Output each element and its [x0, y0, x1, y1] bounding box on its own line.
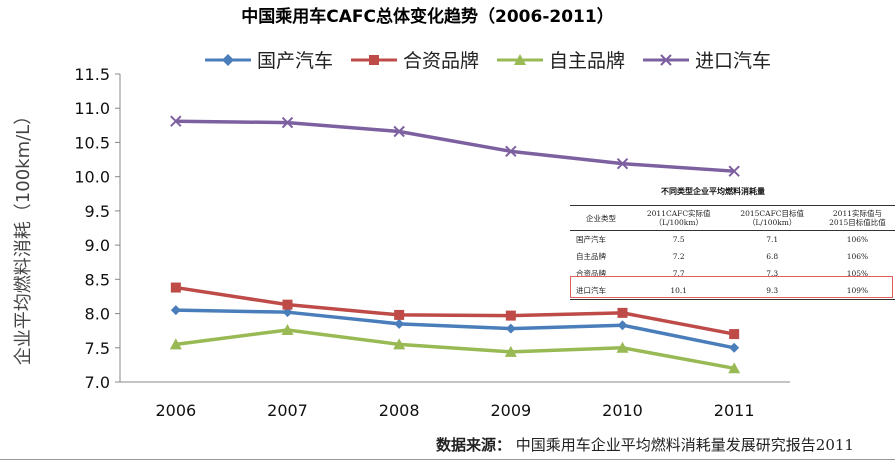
data-point — [169, 338, 182, 350]
y-tick-label: 7.5 — [85, 339, 110, 358]
inset-table: 企业类型 2011CAFC实际值（L/100km） 2015CAFC目标值（L/… — [570, 205, 895, 300]
inset-header: 2015CAFC目标值（L/100km） — [725, 205, 819, 231]
inset-cell: 7.1 — [766, 235, 779, 244]
inset-cell: 106% — [846, 252, 869, 261]
data-point — [728, 165, 740, 177]
data-point — [504, 345, 517, 357]
highlight-box — [570, 276, 893, 298]
inset-cell: 7.3 — [766, 269, 779, 278]
data-point — [394, 309, 405, 320]
data-point — [170, 305, 181, 316]
y-tick-label: 10.5 — [74, 133, 110, 152]
data-point — [729, 329, 740, 340]
data-point — [617, 307, 628, 318]
y-tick-label: 11.5 — [74, 65, 110, 84]
inset-cell: 10.1 — [632, 282, 726, 300]
bottom-divider — [0, 459, 895, 460]
chart-title: 中国乘用车CAFC总体变化趋势（2006-2011） — [241, 7, 614, 27]
inset-header: 企业类型 — [570, 205, 632, 231]
x-tick-label: 2011 — [714, 401, 755, 420]
source-text: 中国乘用车企业平均燃料消耗量发展研究报告2011 — [515, 436, 854, 454]
inset-cell: 6.8 — [766, 252, 779, 261]
data-point — [616, 157, 629, 170]
data-point — [170, 282, 181, 293]
series-line — [175, 119, 735, 173]
inset-cell: 合资品牌 — [576, 269, 606, 278]
legend-marker-triangle — [497, 53, 544, 65]
inset-cell: 105% — [846, 269, 869, 278]
legend-marker-x — [643, 53, 690, 66]
series-line — [175, 285, 735, 336]
table-row: 合资品牌 7.7 7.3 105% — [570, 265, 895, 282]
data-source: 数据来源： 中国乘用车企业平均燃料消耗量发展研究报告2011 — [436, 434, 854, 455]
inset-cell: 9.3 — [725, 282, 819, 300]
x-tick-label: 2009 — [490, 401, 531, 420]
y-tick-label: 10.0 — [74, 168, 110, 187]
legend-label: 国产汽车 — [257, 50, 334, 72]
data-point — [617, 320, 628, 331]
data-point — [282, 299, 293, 310]
legend-marker-diamond — [205, 53, 251, 66]
series-line — [175, 328, 735, 371]
y-tick-label: 8.0 — [85, 305, 110, 324]
data-point — [282, 307, 293, 318]
data-point — [616, 341, 629, 353]
inset-cell: 7.2 — [672, 252, 685, 261]
series-line — [175, 308, 735, 350]
inset-cell: 7.5 — [672, 235, 685, 244]
legend-item-domestic: 国产汽车 — [205, 46, 333, 73]
x-tick-label: 2010 — [602, 401, 643, 420]
y-tick-label: 9.0 — [85, 236, 110, 255]
inset-cell: 进口汽车 — [570, 282, 632, 300]
legend-marker-square — [351, 54, 398, 65]
inset-cell: 106% — [846, 235, 869, 244]
legend-item-import: 进口汽车 — [643, 46, 771, 73]
y-tick-label: 8.5 — [85, 270, 110, 289]
data-point — [281, 323, 294, 335]
data-point — [505, 145, 517, 158]
inset-table-panel: 不同类型企业平均燃料消耗量 企业类型 2011CAFC实际值（L/100km） … — [570, 186, 895, 300]
y-tick-label: 9.5 — [85, 202, 110, 221]
table-row: 进口汽车 10.1 9.3 109% — [570, 282, 895, 300]
inset-cell: 国产汽车 — [576, 235, 606, 244]
legend: 国产汽车 合资品牌 自主品牌 进口汽车 — [205, 46, 771, 73]
legend-item-independent: 自主品牌 — [497, 46, 625, 73]
x-tick-label: 2007 — [267, 401, 308, 420]
data-point — [729, 342, 740, 353]
inset-cell: 自主品牌 — [576, 252, 606, 261]
data-point — [505, 310, 516, 321]
inset-header: 2011CAFC实际值（L/100km） — [632, 205, 726, 231]
y-tick-label: 7.0 — [85, 373, 110, 392]
legend-label: 合资品牌 — [403, 50, 480, 72]
data-point — [281, 116, 294, 129]
x-tick-label: 2006 — [155, 401, 196, 420]
inset-table-title: 不同类型企业平均燃料消耗量 — [661, 187, 765, 196]
inset-cell: 7.7 — [672, 269, 685, 278]
legend-label: 进口汽车 — [695, 50, 772, 72]
legend-item-jv: 合资品牌 — [351, 46, 479, 73]
data-point — [170, 115, 182, 127]
x-tick-label: 2008 — [379, 401, 420, 420]
table-row: 国产汽车 7.5 7.1 106% — [570, 231, 895, 249]
data-point — [393, 125, 405, 138]
source-label: 数据来源： — [436, 436, 512, 454]
legend-label: 自主品牌 — [549, 50, 626, 72]
inset-cell: 109% — [818, 282, 895, 300]
data-point — [393, 338, 406, 350]
y-tick-label: 11.0 — [74, 99, 110, 118]
data-point — [394, 318, 405, 329]
inset-header: 2011实际值与2015目标值比值 — [818, 205, 895, 231]
data-point — [728, 362, 741, 374]
data-point — [505, 323, 516, 334]
table-row: 自主品牌 7.2 6.8 106% — [570, 248, 895, 265]
